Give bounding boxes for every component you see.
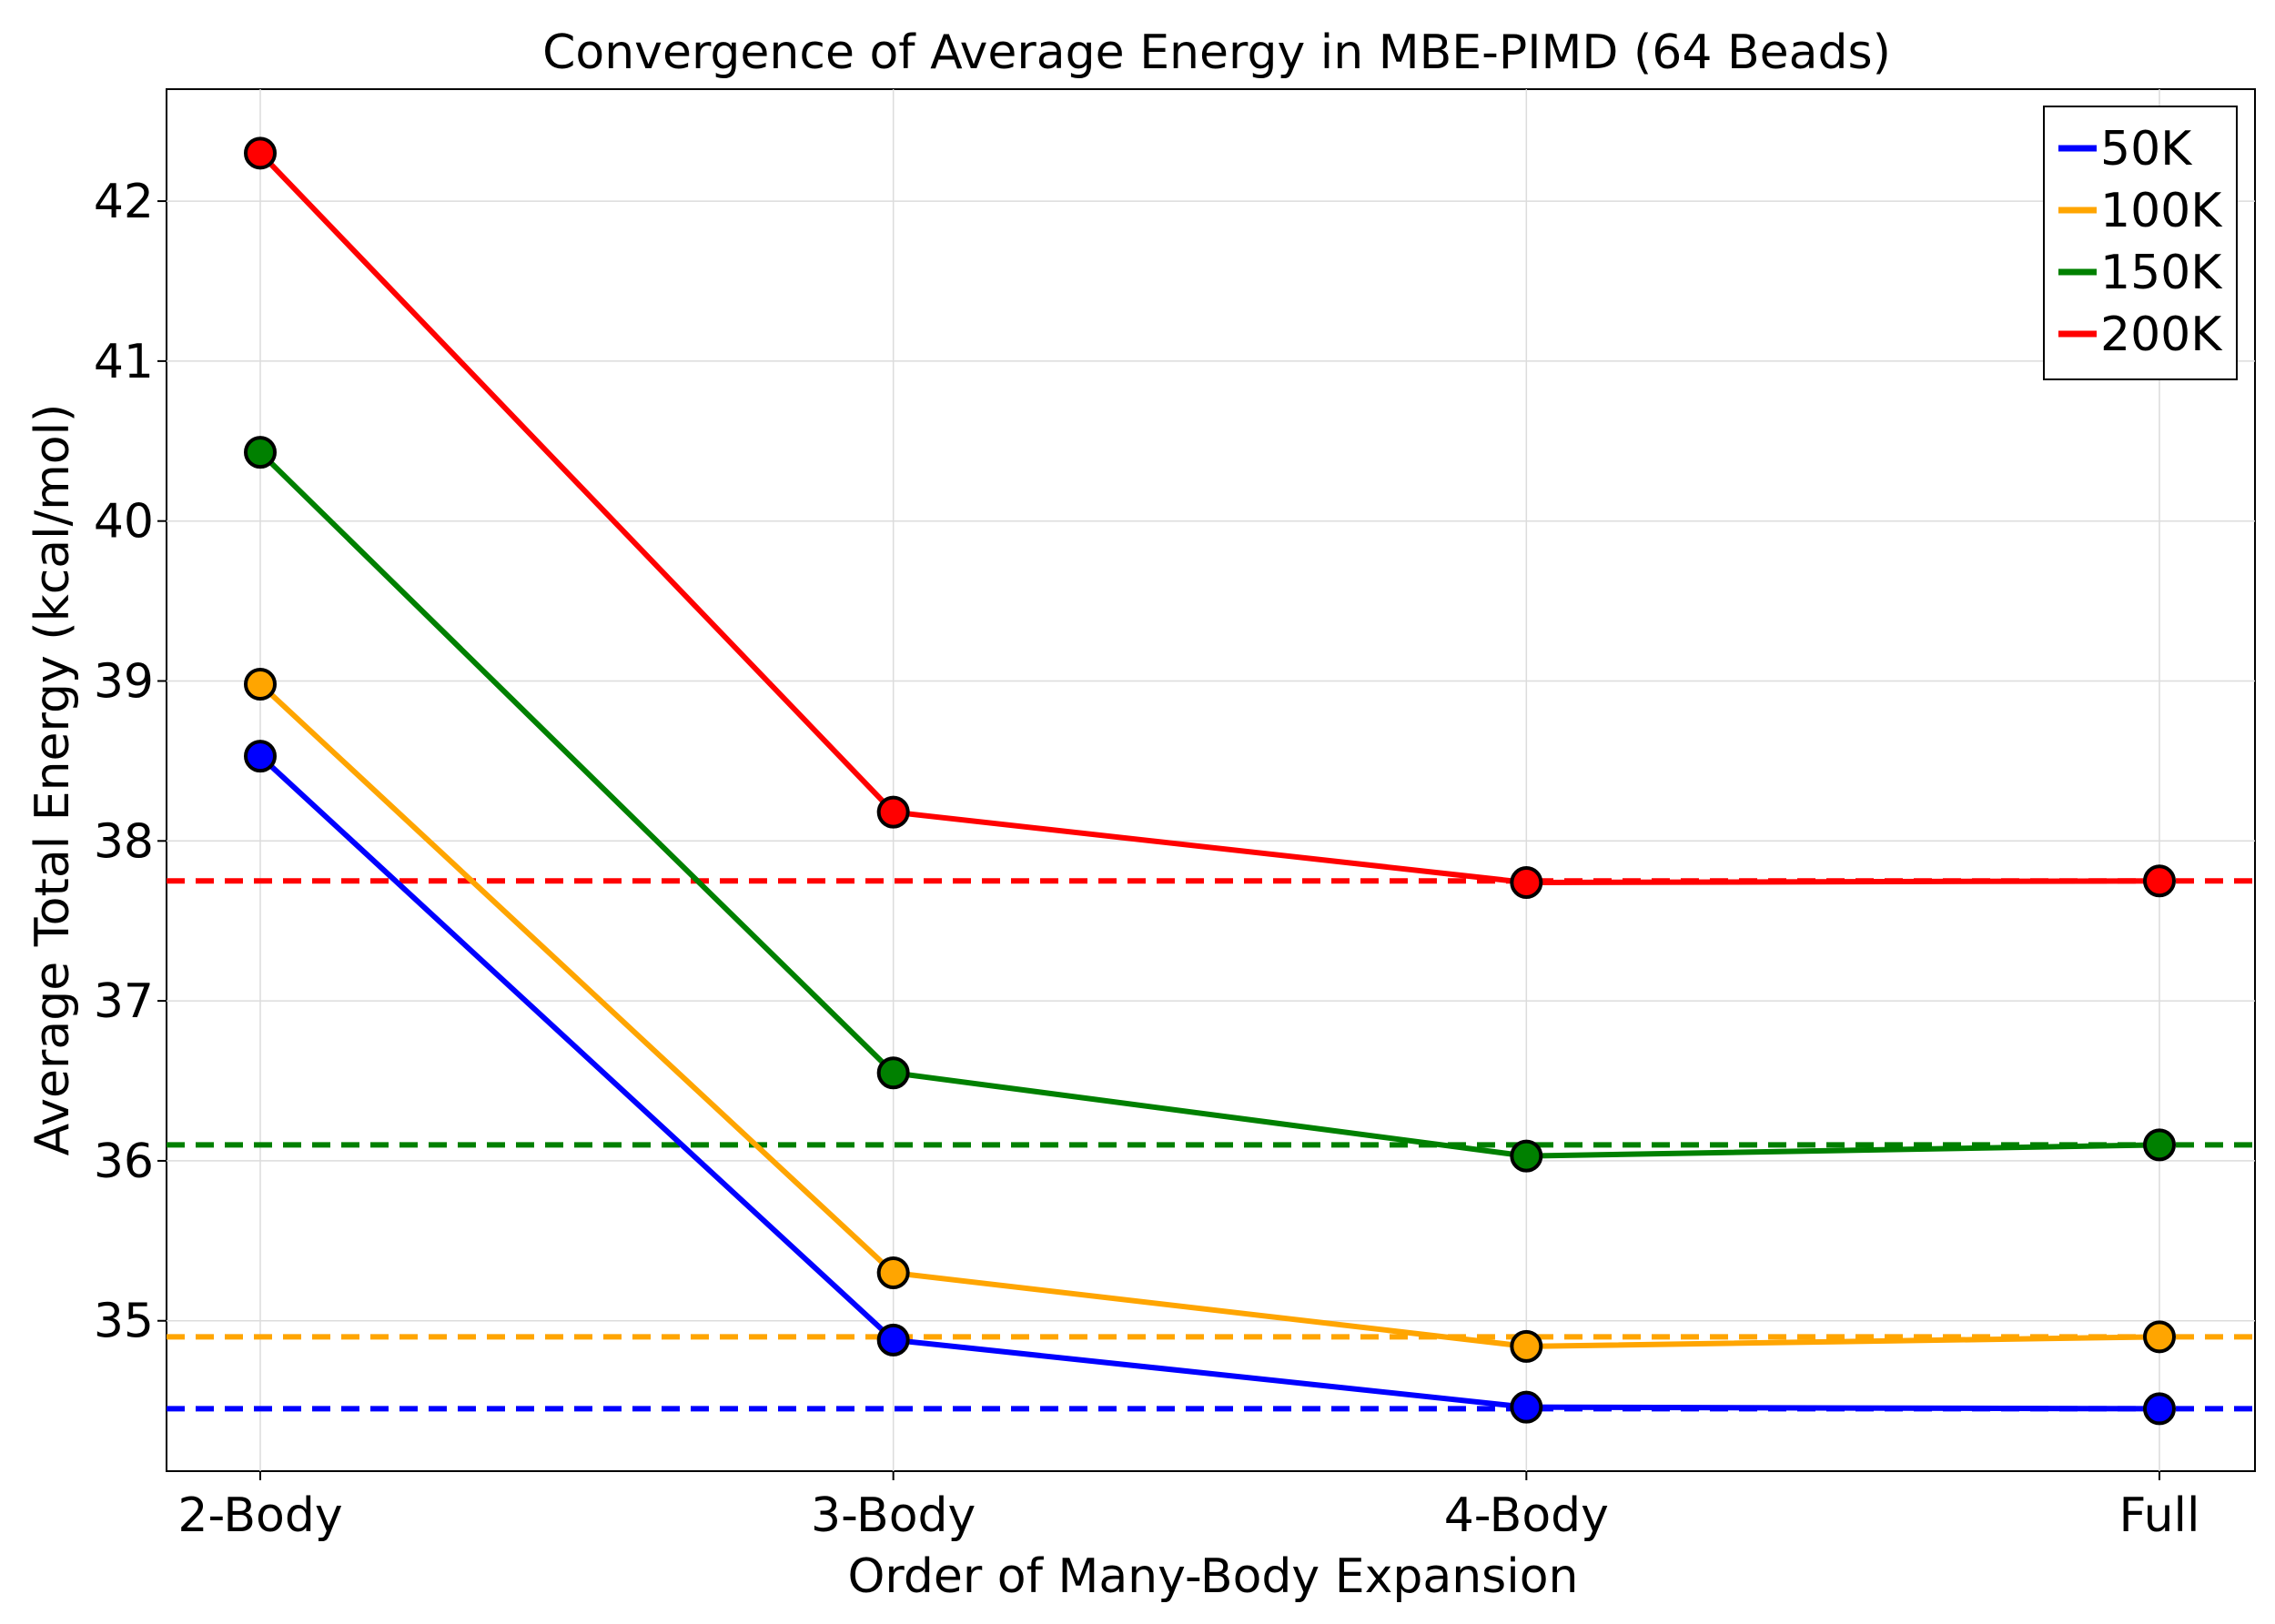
y-tick-label: 41 [94, 335, 154, 389]
y-tick-label: 42 [94, 175, 154, 229]
plot-frame [166, 88, 2256, 1472]
data-point-200K [244, 136, 277, 170]
legend-label: 100K [2100, 184, 2223, 238]
data-point-50K [244, 740, 277, 773]
legend-label: 150K [2100, 246, 2223, 300]
x-tick-label: 4-Body [1444, 1488, 1609, 1543]
y-tick-label: 40 [94, 495, 154, 550]
data-point-200K [876, 795, 910, 829]
data-point-150K [244, 436, 277, 469]
x-axis: 2-Body 3-Body 4-Body Full [177, 1471, 2199, 1543]
series-line-100K [258, 681, 2160, 1349]
legend-label: 200K [2100, 308, 2223, 362]
chart-title: Convergence of Average Energy in MBE-PIM… [542, 25, 1891, 80]
series-line-50K [258, 753, 2160, 1412]
x-tick-label: Full [2119, 1488, 2200, 1543]
data-point-200K [2143, 864, 2176, 898]
data-point-150K [2143, 1128, 2176, 1162]
y-axis-label: Average Total Energy (kcal/mol) [25, 404, 80, 1156]
y-tick-label: 35 [94, 1295, 154, 1349]
y-tick-label: 37 [94, 974, 154, 1029]
x-tick-label: 2-Body [177, 1488, 342, 1543]
series-line-200K [258, 151, 2160, 886]
data-point-50K [1510, 1390, 1543, 1424]
data-point-50K [876, 1323, 910, 1357]
plot-area [166, 88, 2256, 1472]
series-lines [258, 151, 2160, 1412]
x-tick-label: 3-Body [811, 1488, 976, 1543]
y-axis: 35 36 37 38 39 40 41 42 [94, 175, 167, 1349]
data-point-100K [876, 1256, 910, 1289]
data-point-50K [2143, 1392, 2176, 1426]
data-point-100K [244, 668, 277, 701]
data-point-100K [1510, 1329, 1543, 1363]
legend-label: 50K [2100, 122, 2193, 177]
y-tick-label: 36 [94, 1135, 154, 1189]
x-axis-label: Order of Many-Body Expansion [848, 1549, 1579, 1604]
series-line-150K [258, 449, 2160, 1159]
y-tick-label: 38 [94, 814, 154, 869]
legend: 50K 100K 150K 200K [2043, 106, 2238, 380]
data-point-150K [1510, 1139, 1543, 1173]
data-points [244, 136, 2176, 1426]
data-point-150K [876, 1056, 910, 1090]
y-tick-label: 39 [94, 654, 154, 709]
data-point-200K [1510, 866, 1543, 900]
data-point-100K [2143, 1320, 2176, 1354]
